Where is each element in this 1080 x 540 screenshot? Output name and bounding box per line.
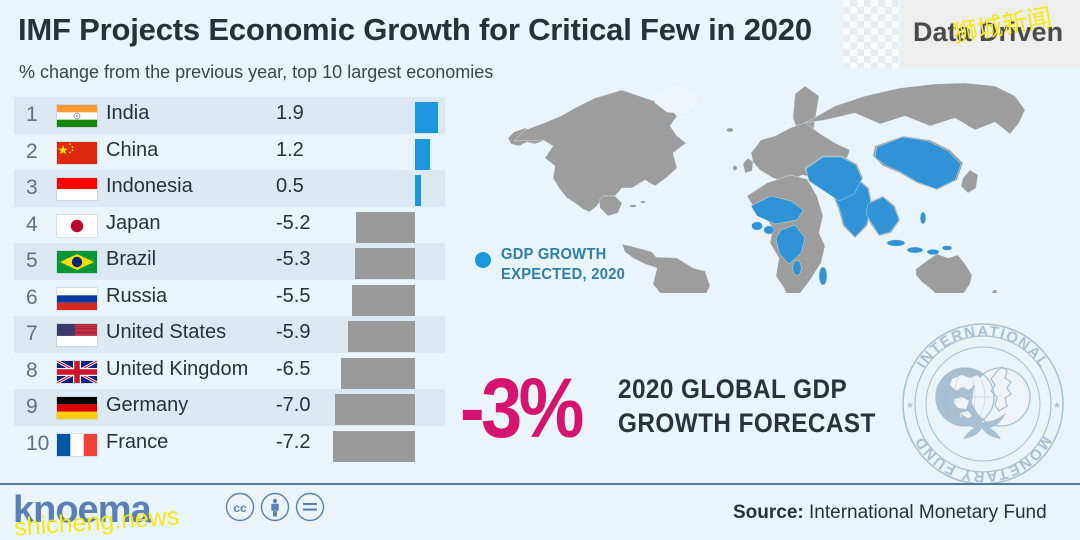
svg-text:MONETARY FUND: MONETARY FUND [911, 433, 1055, 485]
svg-text:cc: cc [233, 501, 247, 515]
svg-text:★: ★ [1053, 400, 1061, 410]
svg-text:★: ★ [906, 400, 914, 410]
